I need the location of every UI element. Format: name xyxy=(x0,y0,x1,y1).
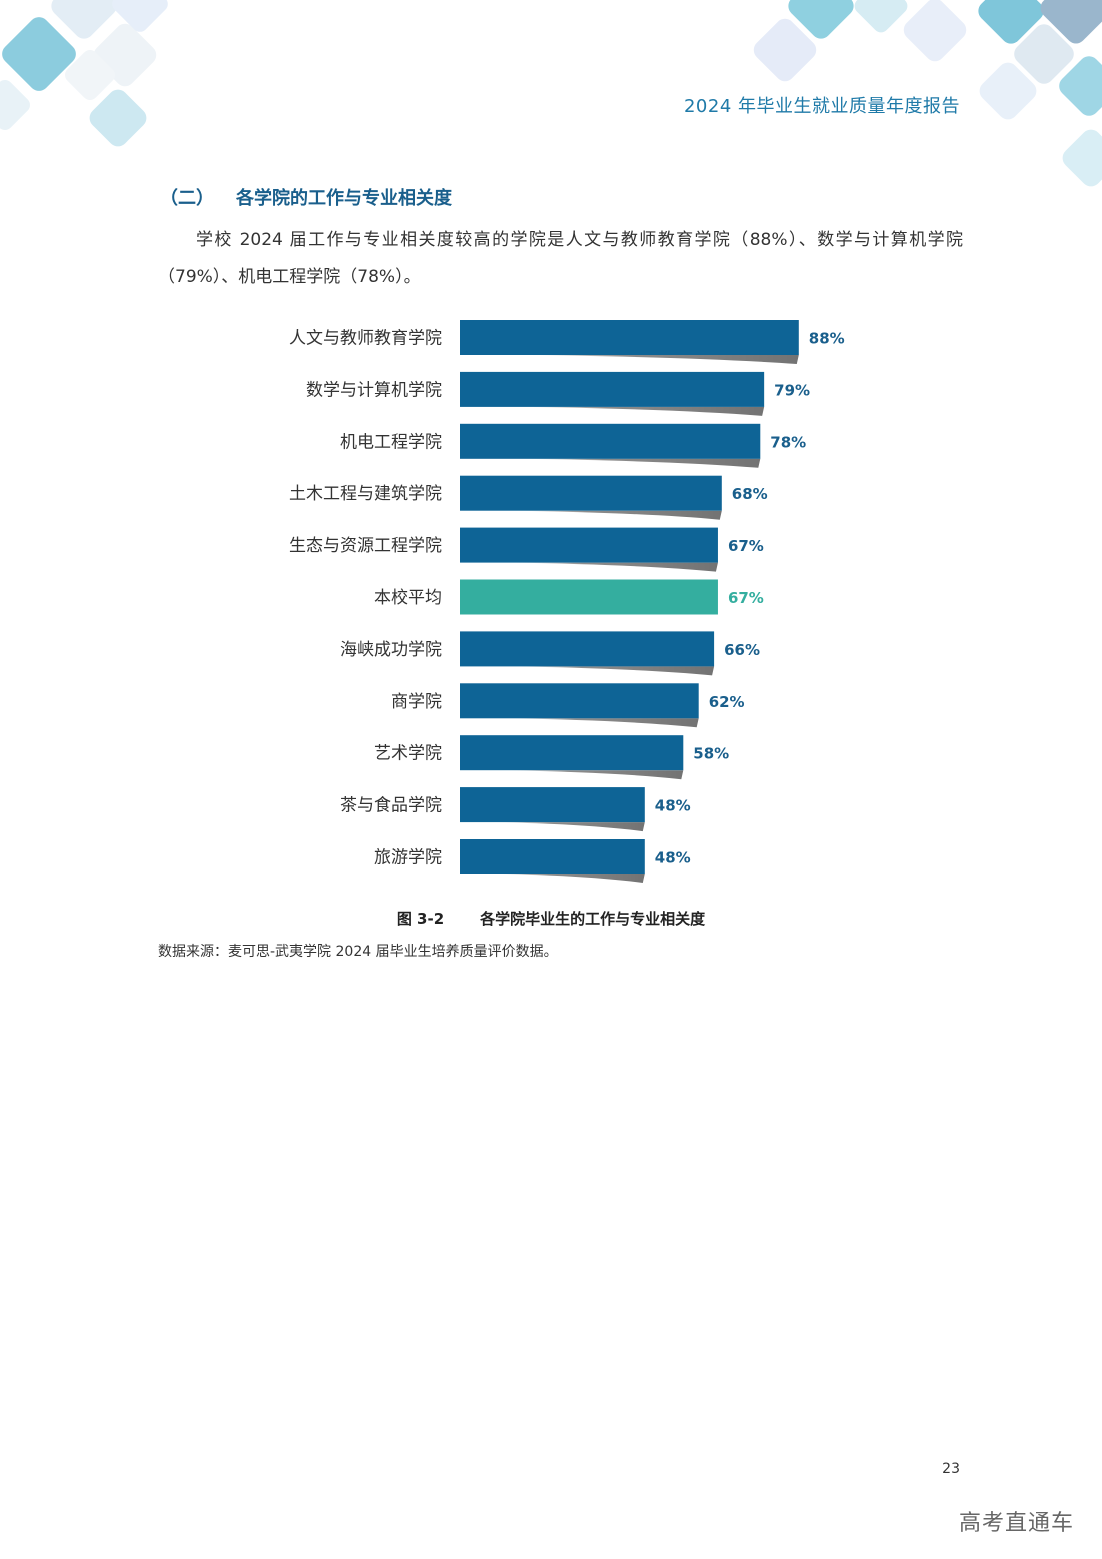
bar-shadow xyxy=(510,666,715,676)
category-label: 海峡成功学院 xyxy=(340,640,442,660)
bar xyxy=(460,631,715,667)
value-label: 67% xyxy=(728,589,764,607)
figure-title: 各学院毕业生的工作与专业相关度 xyxy=(480,910,706,928)
bar xyxy=(460,423,761,459)
figure-caption: 图 3-2 各学院毕业生的工作与专业相关度 xyxy=(0,908,1102,929)
watermark-text: 高考直通车 xyxy=(958,1511,1074,1536)
value-label: 68% xyxy=(732,485,768,503)
category-label: 机电工程学院 xyxy=(340,432,442,452)
value-label: 48% xyxy=(655,797,691,815)
bar-shadow xyxy=(511,562,718,572)
value-label: 66% xyxy=(724,641,760,659)
bar-shadow xyxy=(527,355,799,364)
bar xyxy=(460,579,718,615)
bar-chart: 人文与教师教育学院 88% 数学与计算机学院 79% 机电工程学院 78% 土木工程与建筑学… xyxy=(289,320,845,883)
bar xyxy=(460,320,799,355)
bar-shadow xyxy=(496,822,645,832)
category-label: 生态与资源工程学院 xyxy=(289,536,442,556)
body-paragraph: 学校 2024 届工作与专业相关度较高的学院是人文与教师教育学院（88%）、数学… xyxy=(158,230,963,287)
data-source-note: 数据来源：麦可思-武夷学院 2024 届毕业生培养质量评价数据。 xyxy=(158,944,558,960)
bar xyxy=(460,475,722,511)
category-label: 艺术学院 xyxy=(374,744,442,764)
bar xyxy=(460,527,718,563)
value-label: 58% xyxy=(693,745,729,763)
bar xyxy=(460,735,684,771)
section-number: （二） xyxy=(160,188,214,209)
bar-shadow xyxy=(512,510,722,520)
report-header-title: 2024 年毕业生就业质量年度报告 xyxy=(683,96,960,117)
value-label: 67% xyxy=(728,537,764,555)
category-label: 人文与教师教育学院 xyxy=(289,329,442,349)
category-label: 商学院 xyxy=(391,692,442,712)
bar-shadow xyxy=(496,874,645,883)
category-label: 旅游学院 xyxy=(374,848,442,868)
figure-number: 图 3-2 xyxy=(396,910,445,928)
header-decoration xyxy=(0,0,1102,187)
category-label: 土木工程与建筑学院 xyxy=(289,484,442,504)
bar-shadow xyxy=(520,458,761,468)
page-number: 23 xyxy=(942,1461,960,1477)
bar xyxy=(460,371,765,407)
bar xyxy=(460,683,699,719)
section-title: 各学院的工作与专业相关度 xyxy=(236,188,452,209)
category-label: 数学与计算机学院 xyxy=(306,380,442,400)
bar xyxy=(460,787,645,823)
value-label: 78% xyxy=(770,433,806,451)
bar-shadow xyxy=(507,718,699,728)
category-label: 本校平均 xyxy=(374,588,442,608)
value-label: 62% xyxy=(709,693,745,711)
value-label: 79% xyxy=(774,381,810,399)
category-label: 茶与食品学院 xyxy=(340,796,442,816)
bar xyxy=(460,839,645,874)
section-heading: （二） 各学院的工作与专业相关度 xyxy=(160,184,452,210)
decorative-tiles-right xyxy=(753,0,1102,187)
bar-shadow xyxy=(504,770,684,780)
value-label: 88% xyxy=(809,330,845,348)
value-label: 48% xyxy=(655,849,691,867)
chart-bars: 人文与教师教育学院 88% 数学与计算机学院 79% 机电工程学院 78% 土木工程与建筑学… xyxy=(289,320,845,883)
decorative-tiles-left xyxy=(0,0,168,147)
bar-shadow xyxy=(520,406,765,416)
